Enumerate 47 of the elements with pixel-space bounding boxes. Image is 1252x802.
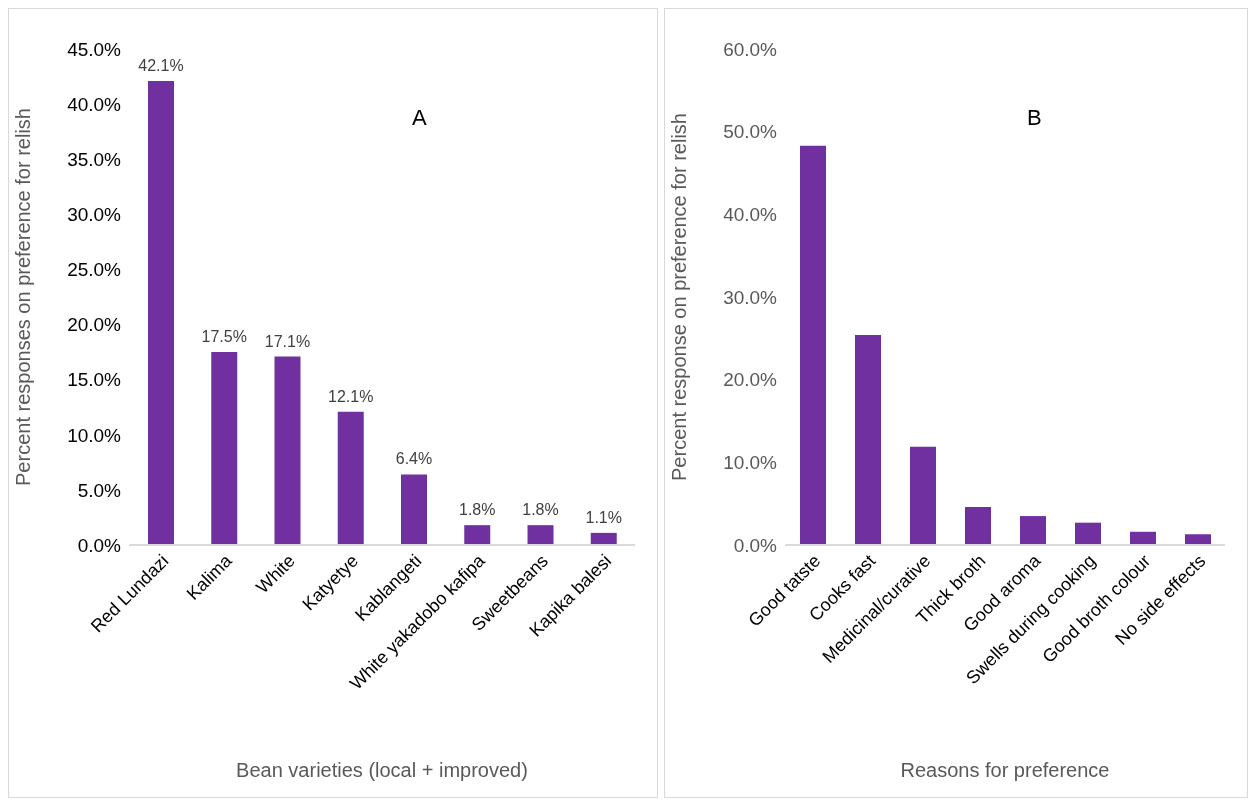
y-tick-label: 30.0% xyxy=(723,286,778,308)
bar xyxy=(1130,531,1156,545)
text: B xyxy=(1027,105,1042,131)
y-tick-label: 50.0% xyxy=(723,121,778,143)
bar xyxy=(274,356,301,545)
bar xyxy=(590,532,617,545)
data-label: 17.5% xyxy=(201,328,247,346)
data-label: 1.8% xyxy=(459,501,496,519)
y-tick-label: 20.0% xyxy=(723,369,778,391)
bar xyxy=(1185,534,1211,545)
y-axis-title: Percent response on preference for relish xyxy=(668,113,691,481)
y-tick-label: 60.0% xyxy=(723,38,778,60)
y-tick-label: 45.0% xyxy=(67,38,122,60)
y-tick-label: 40.0% xyxy=(723,204,778,226)
bar xyxy=(337,411,364,545)
y-tick-label: 15.0% xyxy=(67,369,122,391)
data-label: 1.1% xyxy=(585,508,622,526)
y-axis-title: Percent responses on preference for relish xyxy=(12,108,35,486)
data-label: 12.1% xyxy=(328,387,374,405)
data-label: 1.8% xyxy=(522,501,559,519)
bar xyxy=(527,525,554,545)
data-label: 42.1% xyxy=(138,56,184,74)
bar xyxy=(211,352,238,545)
y-tick-label: 25.0% xyxy=(67,259,122,281)
y-tick-label: 20.0% xyxy=(67,314,122,336)
bar xyxy=(401,474,427,545)
bar xyxy=(855,335,881,545)
y-tick-label: 35.0% xyxy=(67,148,122,170)
bar xyxy=(1020,516,1046,545)
bar xyxy=(965,506,991,545)
y-tick-label: 30.0% xyxy=(67,204,122,226)
data-label: 6.4% xyxy=(395,450,433,468)
text: A xyxy=(412,105,427,131)
y-tick-label: 40.0% xyxy=(67,93,122,115)
bar xyxy=(148,80,174,545)
bar xyxy=(800,145,826,545)
bar xyxy=(910,446,936,545)
y-tick-label: 10.0% xyxy=(723,452,778,474)
x-axis-title: Reasons for preference xyxy=(900,759,1110,781)
y-tick-label: 0.0% xyxy=(77,534,122,556)
x-axis-title: Bean varieties (local + improved) xyxy=(236,759,528,781)
y-tick-label: 10.0% xyxy=(67,424,122,446)
y-tick-label: 0.0% xyxy=(733,534,778,556)
bar xyxy=(1075,522,1101,545)
data-label: 17.1% xyxy=(264,332,311,350)
y-tick-label: 5.0% xyxy=(77,479,122,501)
bar xyxy=(464,525,491,545)
